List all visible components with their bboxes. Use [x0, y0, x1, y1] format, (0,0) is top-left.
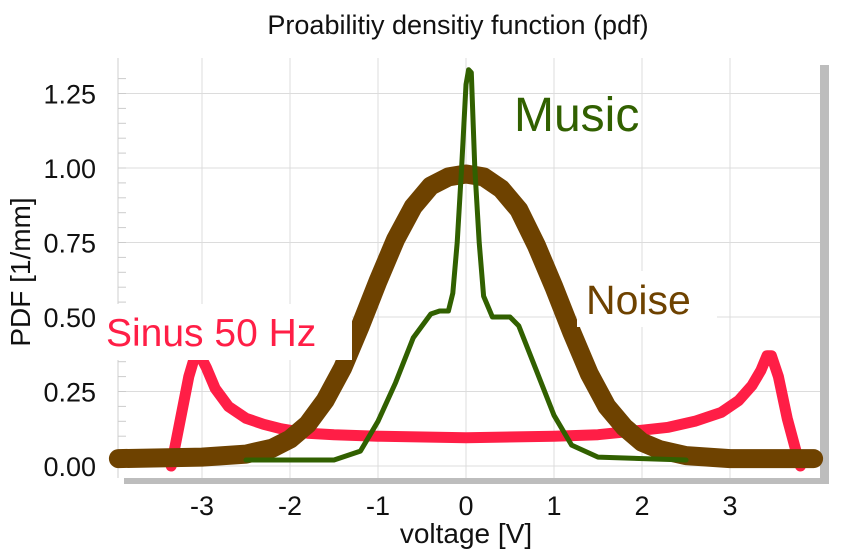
y-tick-label: 0.00 — [43, 452, 96, 482]
x-axis-label: voltage [V] — [400, 518, 532, 549]
x-tick-label: 2 — [634, 491, 649, 521]
music-label: Music — [514, 89, 639, 142]
noise-label: Noise — [586, 277, 691, 323]
x-tick-label: -2 — [278, 491, 302, 521]
music-series-line — [243, 67, 689, 463]
y-tick-label: 0.75 — [43, 229, 96, 259]
y-tick-label: 1.00 — [43, 154, 96, 184]
sinus-series-line — [165, 350, 806, 472]
y-tick-labels: 0.00 0.25 0.50 0.75 1.00 1.25 — [43, 80, 96, 483]
x-tick-labels: -3 -2 -1 0 1 2 3 — [190, 491, 738, 521]
x-tick-label: 0 — [458, 491, 473, 521]
series-layer — [108, 67, 824, 472]
y-tick-label: 0.50 — [43, 303, 96, 333]
noise-label-bg — [577, 271, 717, 327]
x-tick-label: 1 — [546, 491, 561, 521]
x-tick-label: -1 — [366, 491, 390, 521]
sinus-label-bg — [104, 304, 352, 360]
sinus-label: Sinus 50 Hz — [106, 312, 316, 355]
x-tick-label: 3 — [722, 491, 737, 521]
y-tick-label: 0.25 — [43, 378, 96, 408]
noise-series-line — [108, 164, 824, 469]
x-tick-label: -3 — [190, 491, 214, 521]
y-axis-label: PDF [1/mm] — [5, 197, 36, 346]
y-tick-label: 1.25 — [43, 80, 96, 110]
chart-title: Proabilitiy densitiy function (pdf) — [267, 10, 648, 40]
